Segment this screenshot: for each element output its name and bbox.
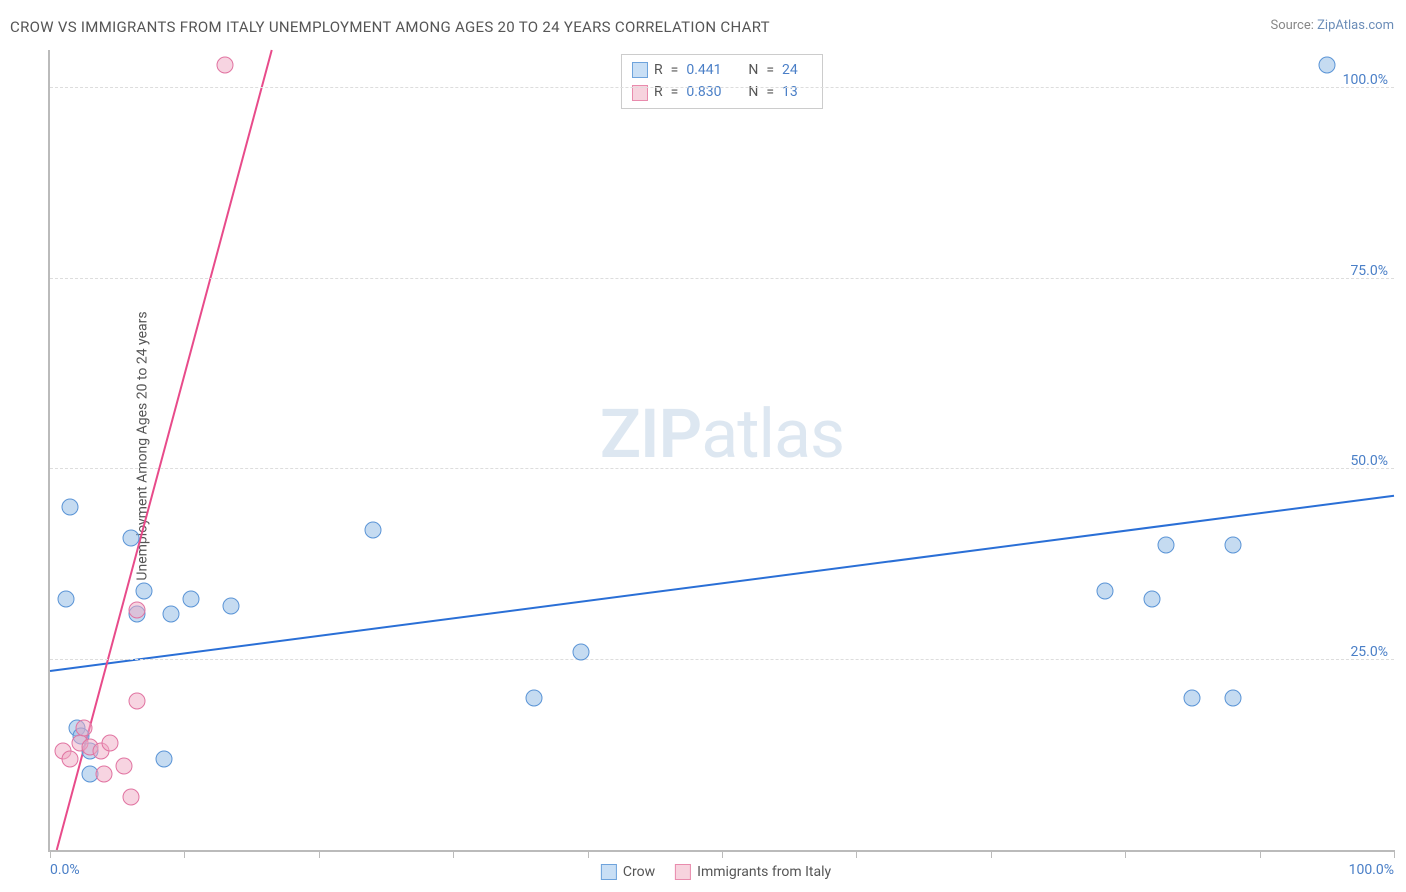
data-point <box>223 598 240 615</box>
swatch-blue-icon <box>601 864 617 880</box>
x-tick-label: 0.0% <box>50 862 80 878</box>
source-attribution: Source: ZipAtlas.com <box>1270 18 1394 33</box>
trend-lines <box>50 50 1394 850</box>
data-point <box>156 750 173 767</box>
data-point <box>122 788 139 805</box>
x-tick <box>1125 850 1126 858</box>
data-point <box>136 582 153 599</box>
data-point <box>122 529 139 546</box>
y-tick-label: 50.0% <box>1350 453 1388 469</box>
x-tick <box>184 850 185 858</box>
y-tick-label: 75.0% <box>1350 263 1388 279</box>
data-point <box>1144 590 1161 607</box>
swatch-pink-icon <box>675 864 691 880</box>
data-point <box>58 590 75 607</box>
x-tick <box>856 850 857 858</box>
data-point <box>62 499 79 516</box>
watermark: ZIPatlas <box>600 394 844 474</box>
data-point <box>62 750 79 767</box>
data-point <box>1318 57 1335 74</box>
legend-item-crow: Crow <box>601 864 655 880</box>
x-tick <box>453 850 454 858</box>
x-tick <box>319 850 320 858</box>
data-point <box>129 602 146 619</box>
swatch-blue-icon <box>632 62 648 78</box>
legend-label: Crow <box>623 864 655 880</box>
data-point <box>75 720 92 737</box>
gridline <box>50 87 1394 88</box>
x-tick <box>1260 850 1261 858</box>
data-point <box>102 735 119 752</box>
x-tick <box>722 850 723 858</box>
x-tick <box>50 850 51 858</box>
data-point <box>1224 689 1241 706</box>
data-point <box>95 765 112 782</box>
data-point <box>1157 537 1174 554</box>
data-point <box>183 590 200 607</box>
legend-item-italy: Immigrants from Italy <box>675 864 831 880</box>
x-tick-label: 100.0% <box>1349 862 1394 878</box>
x-tick <box>1394 850 1395 858</box>
data-point <box>162 605 179 622</box>
data-point <box>1097 582 1114 599</box>
source-prefix: Source: <box>1270 18 1317 33</box>
legend-label: Immigrants from Italy <box>697 864 831 880</box>
gridline <box>50 278 1394 279</box>
data-point <box>129 693 146 710</box>
gridline <box>50 468 1394 469</box>
y-tick-label: 100.0% <box>1343 72 1388 88</box>
data-point <box>572 643 589 660</box>
data-point <box>364 522 381 539</box>
data-point <box>216 57 233 74</box>
data-point <box>1224 537 1241 554</box>
trend-line <box>50 496 1394 671</box>
legend-stats: R= 0.441 N= 24 R= 0.830 N= 13 <box>621 54 823 109</box>
y-tick-label: 25.0% <box>1350 644 1388 660</box>
x-tick <box>991 850 992 858</box>
legend-series: Crow Immigrants from Italy <box>601 864 843 880</box>
legend-stats-row-crow: R= 0.441 N= 24 <box>632 59 812 81</box>
source-link[interactable]: ZipAtlas.com <box>1317 18 1394 33</box>
gridline <box>50 659 1394 660</box>
data-point <box>115 758 132 775</box>
x-tick <box>588 850 589 858</box>
legend-stats-row-italy: R= 0.830 N= 13 <box>632 81 812 103</box>
scatter-chart: ZIPatlas R= 0.441 N= 24 R= 0.830 N= 13 C… <box>48 50 1394 852</box>
chart-title: CROW VS IMMIGRANTS FROM ITALY UNEMPLOYME… <box>10 18 770 36</box>
data-point <box>1184 689 1201 706</box>
data-point <box>525 689 542 706</box>
